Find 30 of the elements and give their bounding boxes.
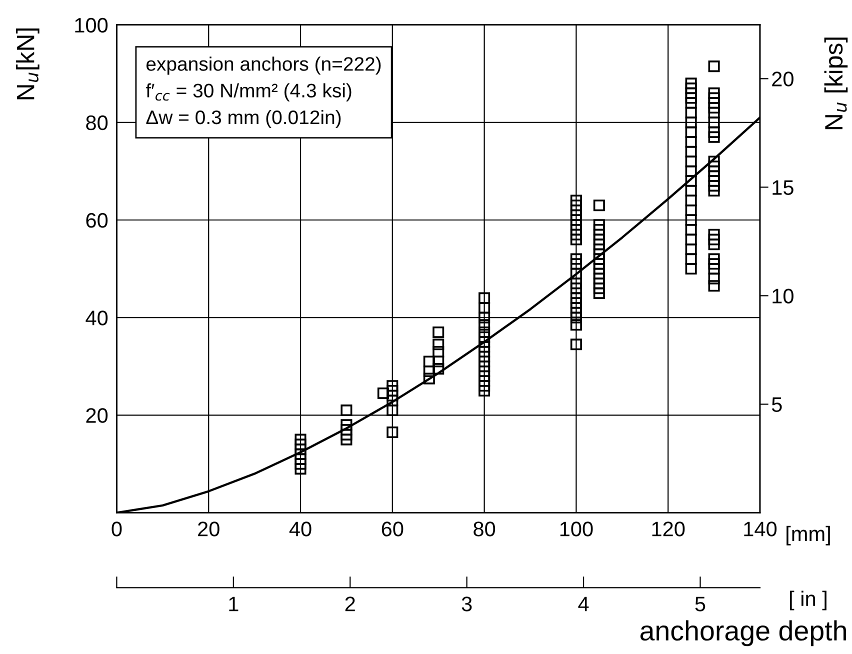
y-tick-label: 100 [75,18,108,33]
x-tick-label: 40 [289,522,312,536]
x2-tick-label: 5 [695,596,706,612]
x-tick-label: 60 [382,522,404,536]
y2-tick-label: 5 [772,397,782,412]
y2-tick-label: 10 [772,288,794,304]
x-tick-label: 100 [560,522,593,536]
x2-axis-title: [ in ] [790,590,826,610]
annotation: f′$_{cc}$ = 30 N/mm² (4.3 ksi) [146,83,352,102]
x-tick-label: 20 [198,522,220,536]
x2-tick-label: 3 [462,596,472,612]
x-tick-label: 140 [744,522,777,536]
y2-tick-label: 20 [772,72,794,86]
y-tick-label: 40 [86,310,108,326]
x2-tick-label: 1 [229,596,238,612]
x2-tick-label: 4 [578,596,589,612]
x2-tick-label: 2 [345,596,355,612]
y2-axis-title: N$_{u}$ [kips] [824,38,848,130]
x-tick-label: 120 [652,522,685,536]
y-tick-label: 20 [86,408,108,423]
y-tick-label: 60 [86,213,108,228]
x-tick-label: 0 [112,522,122,536]
y2-tick-label: 15 [772,180,794,195]
y-tick-label: 80 [86,115,108,130]
x-tick-label: 80 [474,522,496,536]
text: anchorage depth [640,620,846,646]
annotation: Δw = 0.3 mm (0.012in) [146,110,341,128]
y-axis-title: N$_{u}$[kN] [16,28,40,100]
annotation: expansion anchors (n=222) [146,56,381,75]
x-axis-title: [mm] [786,526,830,546]
